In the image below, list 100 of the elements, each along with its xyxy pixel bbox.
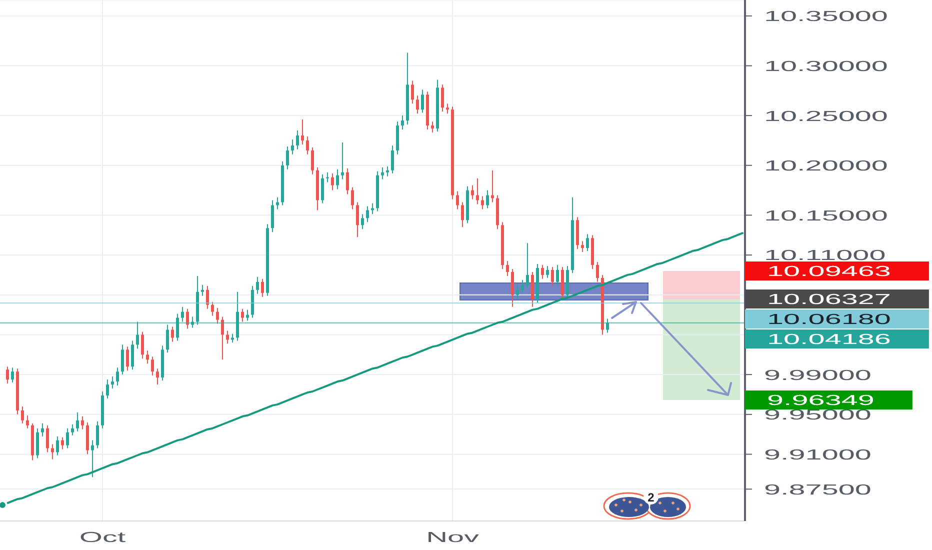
candlestick xyxy=(106,379,109,399)
candlestick xyxy=(321,174,324,204)
candlestick xyxy=(286,146,289,170)
text: 10.06327 xyxy=(767,291,891,308)
candlestick xyxy=(131,340,134,370)
candlestick xyxy=(201,284,204,296)
candlestick xyxy=(216,307,219,324)
candlestick xyxy=(381,166,384,180)
candlestick xyxy=(441,84,444,112)
candlestick xyxy=(336,168,339,190)
candlestick xyxy=(446,103,449,114)
candlestick xyxy=(456,190,459,210)
candlestick xyxy=(301,119,304,145)
candlestick xyxy=(331,172,334,191)
candlestick xyxy=(351,186,354,210)
candlestick xyxy=(541,264,544,280)
candlestick xyxy=(41,422,44,437)
candlestick xyxy=(141,331,144,360)
candlestick xyxy=(26,414,29,429)
candlestick xyxy=(481,196,484,210)
candlestick xyxy=(6,366,9,384)
candlestick xyxy=(516,284,519,300)
candlestick xyxy=(11,367,14,384)
candlestick xyxy=(411,80,414,104)
candlestick xyxy=(221,316,224,360)
candlestick xyxy=(91,440,94,478)
y-tick-label: 10.15000 xyxy=(764,207,888,224)
candlestick xyxy=(476,178,479,205)
candlestick xyxy=(156,368,159,386)
candlestick xyxy=(401,115,404,130)
candlestick xyxy=(81,416,84,430)
text: 10.09463 xyxy=(767,263,891,280)
candlestick xyxy=(56,436,59,456)
text: 9.96349 xyxy=(767,392,874,408)
candlestick xyxy=(51,444,54,460)
candlestick xyxy=(461,202,464,228)
y-tick-label: 10.20000 xyxy=(764,158,888,174)
ref-line-label: 10.04186 xyxy=(767,331,891,348)
annotation: 2 xyxy=(648,490,655,504)
candlestick xyxy=(76,412,79,432)
candlestick xyxy=(46,424,49,453)
candlestick xyxy=(71,424,74,436)
candlestick xyxy=(311,146,314,175)
candlestick xyxy=(206,285,209,310)
candlestick xyxy=(366,206,369,223)
candlestick xyxy=(346,168,349,195)
y-tick-label: 9.91000 xyxy=(764,446,872,463)
candlestick xyxy=(586,234,589,252)
candlestick xyxy=(36,428,39,459)
candlestick xyxy=(111,376,114,390)
candlestick xyxy=(66,428,69,449)
candlestick xyxy=(171,326,174,342)
candlestick xyxy=(291,138,294,155)
candlestick xyxy=(416,95,419,114)
candlestick xyxy=(596,261,599,282)
x-tick-label: Nov xyxy=(426,529,480,546)
y-tick-label: 9.87500 xyxy=(764,481,872,498)
candlestick xyxy=(261,278,264,298)
candlestick xyxy=(556,264,559,286)
candlestick xyxy=(371,202,374,215)
candlestick xyxy=(546,265,549,278)
candlestick xyxy=(271,200,274,233)
candlestick xyxy=(256,276,259,294)
candlestick xyxy=(126,346,129,372)
candlestick xyxy=(391,144,394,174)
candlestick xyxy=(431,121,434,133)
candlestick xyxy=(186,308,189,330)
candlestick xyxy=(96,420,99,449)
candlestick xyxy=(211,301,214,316)
candlestick xyxy=(551,266,554,286)
candlestick xyxy=(581,240,584,253)
candlestick xyxy=(356,202,359,238)
candlestick xyxy=(121,344,124,376)
ref-line-label: 10.06180 xyxy=(767,311,891,328)
candlestick xyxy=(326,172,329,183)
candlestick xyxy=(226,330,229,344)
candlestick xyxy=(506,260,509,276)
candlestick xyxy=(386,166,389,177)
candlestick xyxy=(511,268,514,308)
candlestick xyxy=(61,436,64,450)
candlestick xyxy=(276,196,279,210)
candlestick xyxy=(116,367,119,386)
y-tick-label: 10.25000 xyxy=(764,108,888,124)
candlestick xyxy=(526,242,529,288)
candlestick xyxy=(146,350,149,364)
candlestick xyxy=(151,356,154,376)
candlestick xyxy=(521,279,524,294)
candlestick xyxy=(471,184,474,200)
candlestick xyxy=(421,89,424,114)
y-tick-label: 10.11000 xyxy=(764,247,886,264)
y-tick-label: 9.95000 xyxy=(764,406,872,423)
candlestick xyxy=(296,130,299,150)
y-tick-label: 9.99000 xyxy=(764,366,872,383)
candlestick xyxy=(361,214,364,230)
y-tick-label: 10.30000 xyxy=(764,58,888,74)
candlestick xyxy=(241,308,244,322)
y-tick-label: 10.35000 xyxy=(764,8,888,24)
candlestick xyxy=(341,142,344,180)
candlestick xyxy=(21,406,24,424)
candlestick xyxy=(306,136,309,155)
